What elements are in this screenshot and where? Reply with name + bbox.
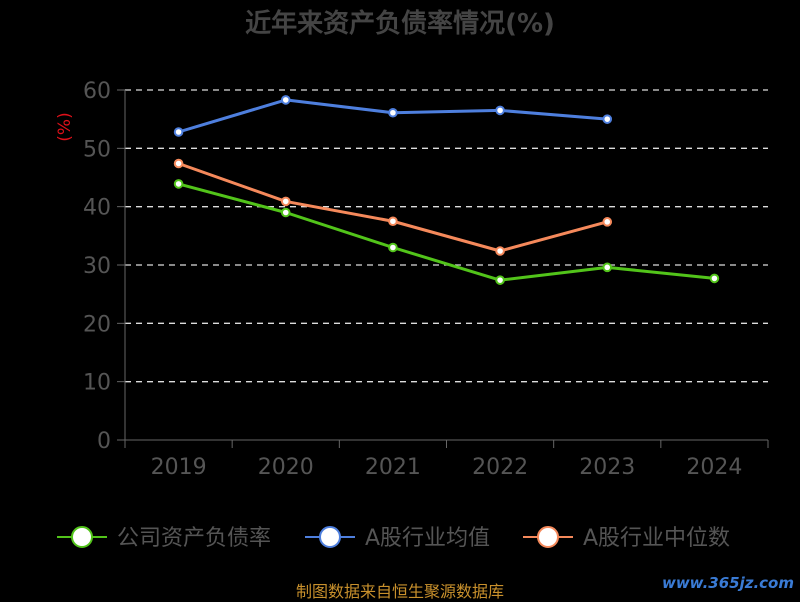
data-point[interactable]	[173, 127, 184, 137]
y-tick-label: 30	[83, 254, 111, 279]
data-point[interactable]	[173, 179, 184, 189]
legend-item[interactable]: A股行业均值	[305, 526, 490, 551]
data-point[interactable]	[495, 246, 505, 256]
data-point[interactable]	[495, 275, 505, 285]
data-point[interactable]	[388, 107, 398, 118]
legend[interactable]: 公司资产负债率 A股行业均值 A股行业中位数	[57, 526, 730, 551]
y-tick-label: 40	[83, 196, 111, 221]
x-tick-label: 2020	[258, 455, 314, 480]
y-tick-label: 50	[83, 137, 111, 162]
x-tick-label: 2024	[686, 455, 742, 480]
legend-swatch-marker	[71, 526, 93, 548]
chart-title: 近年来资产负债率情况(%)	[245, 8, 555, 39]
data-point[interactable]	[602, 114, 613, 124]
y-tick-label: 60	[83, 79, 111, 104]
y-tick-label: 0	[97, 429, 111, 454]
x-tick-label: 2019	[151, 455, 207, 480]
y-axis-label: (%)	[55, 112, 75, 141]
data-point[interactable]	[602, 217, 613, 227]
data-point[interactable]	[280, 196, 291, 207]
x-tick-label: 2022	[472, 455, 528, 480]
legend-item[interactable]: 公司资产负债率	[57, 526, 271, 551]
data-point[interactable]	[388, 242, 398, 253]
series-3	[173, 158, 613, 256]
data-point[interactable]	[709, 273, 720, 284]
series-1	[173, 179, 720, 285]
axes: 0 10 20 30 40 50 60 2019 2020 2021 2022 2023 2024	[83, 79, 769, 480]
y-tick-label: 20	[83, 312, 111, 337]
data-point[interactable]	[173, 158, 184, 169]
series-layer	[173, 95, 720, 285]
x-tick-label: 2021	[365, 455, 421, 480]
legend-label: A股行业均值	[365, 526, 490, 551]
data-point[interactable]	[388, 216, 398, 227]
series-2	[173, 95, 613, 137]
series-line	[178, 182, 715, 282]
legend-swatch-marker	[319, 526, 341, 548]
legend-label: A股行业中位数	[583, 526, 730, 551]
watermark: www.365jz.com	[661, 574, 794, 592]
legend-label: 公司资产负债率	[117, 526, 271, 551]
x-tick-label: 2023	[579, 455, 635, 480]
data-point[interactable]	[280, 95, 291, 105]
y-tick-label: 10	[83, 371, 111, 396]
data-point[interactable]	[602, 262, 613, 273]
data-point[interactable]	[280, 207, 291, 218]
source-note: 制图数据来自恒生聚源数据库	[295, 582, 504, 601]
data-point[interactable]	[495, 105, 505, 116]
legend-swatch-marker	[537, 526, 559, 548]
legend-item[interactable]: A股行业中位数	[523, 526, 730, 551]
